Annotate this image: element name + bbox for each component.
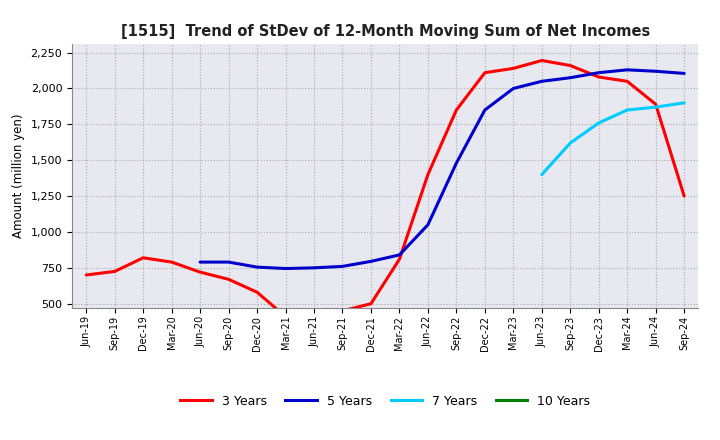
5 Years	[366, 259, 375, 264]
5 Years	[595, 70, 603, 75]
3 Years	[167, 260, 176, 265]
Line: 5 Years: 5 Years	[200, 70, 684, 268]
3 Years	[338, 308, 347, 314]
3 Years	[225, 277, 233, 282]
7 Years	[652, 104, 660, 110]
3 Years	[680, 194, 688, 199]
5 Years	[253, 264, 261, 270]
3 Years	[480, 70, 489, 75]
5 Years	[452, 161, 461, 166]
Title: [1515]  Trend of StDev of 12-Month Moving Sum of Net Incomes: [1515] Trend of StDev of 12-Month Moving…	[120, 24, 650, 39]
3 Years	[139, 255, 148, 260]
5 Years	[623, 67, 631, 73]
5 Years	[680, 71, 688, 76]
7 Years	[595, 120, 603, 125]
Y-axis label: Amount (million yen): Amount (million yen)	[12, 114, 25, 238]
5 Years	[338, 264, 347, 269]
3 Years	[423, 172, 432, 177]
3 Years	[623, 79, 631, 84]
5 Years	[310, 265, 318, 271]
3 Years	[282, 314, 290, 319]
Line: 3 Years: 3 Years	[86, 60, 684, 318]
5 Years	[225, 260, 233, 265]
3 Years	[366, 301, 375, 306]
Line: 7 Years: 7 Years	[541, 103, 684, 175]
3 Years	[196, 269, 204, 275]
7 Years	[537, 172, 546, 177]
3 Years	[537, 58, 546, 63]
5 Years	[395, 252, 404, 257]
5 Years	[537, 79, 546, 84]
3 Years	[595, 74, 603, 80]
3 Years	[652, 102, 660, 107]
3 Years	[452, 107, 461, 113]
5 Years	[196, 260, 204, 265]
3 Years	[566, 63, 575, 68]
7 Years	[566, 140, 575, 146]
5 Years	[480, 107, 489, 113]
5 Years	[423, 222, 432, 227]
5 Years	[652, 69, 660, 74]
3 Years	[310, 315, 318, 321]
Legend: 3 Years, 5 Years, 7 Years, 10 Years: 3 Years, 5 Years, 7 Years, 10 Years	[176, 390, 595, 413]
7 Years	[623, 107, 631, 113]
3 Years	[82, 272, 91, 278]
5 Years	[282, 266, 290, 271]
3 Years	[110, 269, 119, 274]
3 Years	[395, 257, 404, 262]
5 Years	[509, 86, 518, 91]
7 Years	[680, 100, 688, 106]
3 Years	[253, 290, 261, 295]
3 Years	[509, 66, 518, 71]
5 Years	[566, 75, 575, 81]
